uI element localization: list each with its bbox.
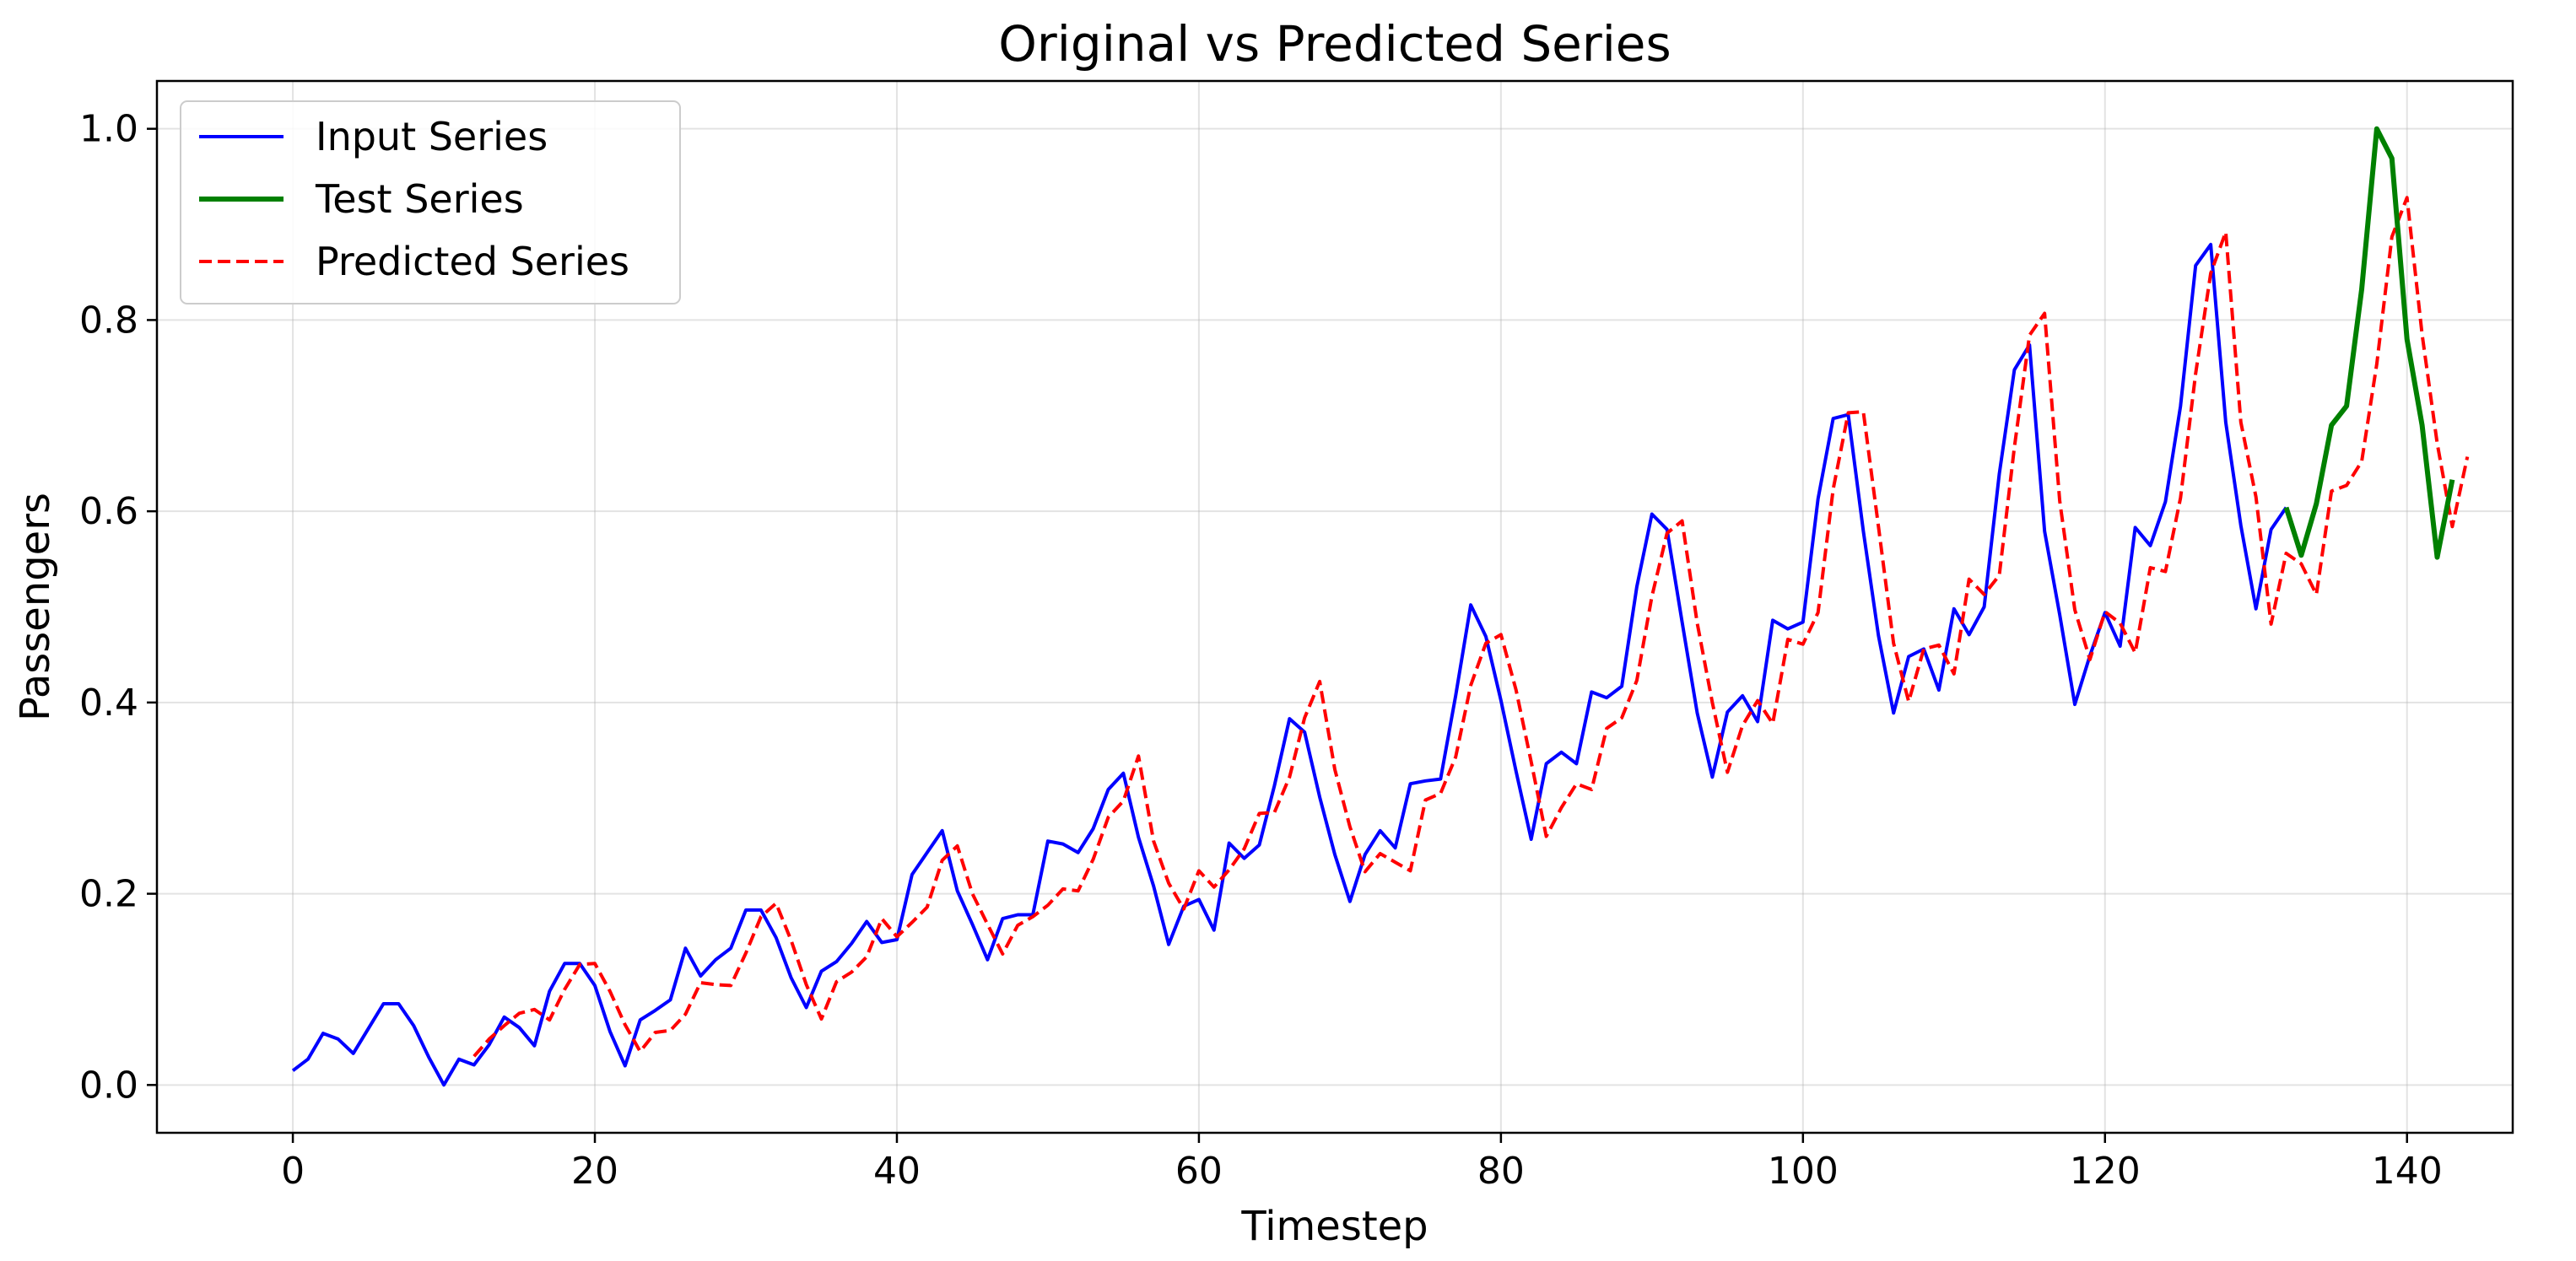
legend: Input Series Test Series Predicted Series	[180, 100, 681, 304]
x-tick-label: 40	[873, 1150, 921, 1193]
y-tick-label: 0.8	[79, 299, 138, 342]
series-line-test-series	[2283, 126, 2455, 560]
x-tick-label: 100	[1768, 1150, 1839, 1193]
y-tick-label: 0.2	[79, 873, 138, 916]
legend-label-input-series: Input Series	[316, 114, 548, 159]
y-tick-label: 0.6	[79, 490, 138, 533]
y-tick-label: 0.4	[79, 682, 138, 725]
ticks: 0 20 40 60 80 100 120 140 0.0 0.2 0.4 0.6 0.8 1.0	[79, 108, 2443, 1193]
y-tick-label: 1.0	[79, 108, 138, 151]
plot-frame	[155, 79, 2514, 1134]
x-axis-title: Timestep	[1240, 1203, 1428, 1250]
chart-title: Original vs Predicted Series	[998, 15, 1671, 73]
legend-label-test-series: Test Series	[315, 176, 524, 222]
legend-label-predicted-series: Predicted Series	[316, 239, 629, 284]
x-tick-label: 0	[281, 1150, 305, 1193]
x-tick-label: 20	[571, 1150, 618, 1193]
x-tick-label: 140	[2372, 1150, 2443, 1193]
y-tick-label: 0.0	[79, 1064, 138, 1107]
x-tick-label: 80	[1477, 1150, 1525, 1193]
series-layer	[291, 126, 2470, 1087]
x-tick-label: 120	[2070, 1150, 2141, 1193]
y-axis-title: Passengers	[12, 493, 59, 721]
grid	[157, 81, 2513, 1133]
series-line-predicted-series	[473, 196, 2470, 1058]
legend-box	[180, 100, 681, 304]
series-line-input-series	[291, 242, 2288, 1087]
x-tick-label: 60	[1175, 1150, 1223, 1193]
